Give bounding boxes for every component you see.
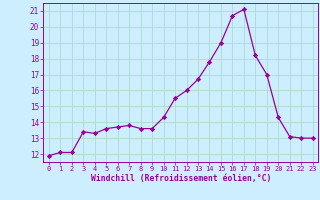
X-axis label: Windchill (Refroidissement éolien,°C): Windchill (Refroidissement éolien,°C) xyxy=(91,174,271,183)
